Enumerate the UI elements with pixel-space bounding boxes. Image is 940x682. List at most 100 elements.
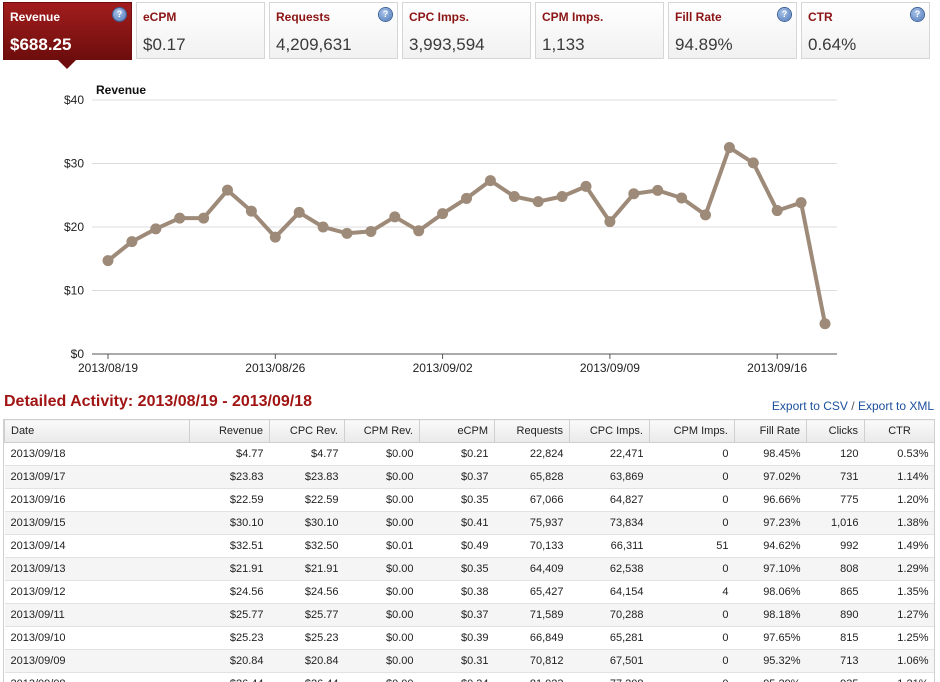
column-header-clicks[interactable]: Clicks (806, 419, 865, 443)
metric-value: $688.25 (10, 35, 72, 54)
table-cell: $0.37 (419, 465, 495, 489)
table-cell: 775 (806, 488, 865, 512)
data-point (747, 157, 759, 169)
metric-label: CPM Imps. (542, 10, 604, 24)
table-cell: $21.91 (189, 557, 270, 581)
metric-label: CTR (808, 10, 833, 24)
data-point (365, 225, 377, 237)
table-row: 2013/09/16 $22.59 $22.59 $0.00 $0.35 67,066 64… (4, 488, 934, 512)
table-cell: $0.00 (344, 511, 420, 535)
table-cell: 70,133 (494, 534, 570, 558)
metric-tile-requests[interactable]: Requests 4,209,631? (269, 2, 398, 59)
table-row: 2013/09/08$26.44$26.44$0.00$0.3481,02377… (4, 672, 934, 682)
table-cell: 1.14% (864, 465, 934, 489)
metric-label: Requests (276, 10, 331, 24)
table-cell: 81,023 (494, 672, 570, 682)
table-cell: 73,834 (569, 511, 650, 535)
table-cell: $0.41 (419, 511, 495, 535)
table-cell: 120 (806, 442, 865, 466)
table-cell: 63,869 (569, 465, 650, 489)
table-cell: $24.56 (269, 580, 345, 604)
table-cell: 75,937 (494, 511, 570, 535)
table-cell: 95.32% (734, 649, 807, 673)
activity-table: Date Revenue CPC Rev. CPM Rev. eCPM Requests C… (4, 419, 934, 682)
data-point (795, 197, 807, 209)
table-cell: 0 (649, 465, 735, 489)
table-cell: 2013/09/12 (4, 580, 190, 604)
metric-tile-cpc-imps[interactable]: CPC Imps. 3,993,594 (402, 2, 531, 59)
column-header-ctr[interactable]: CTR (864, 419, 934, 443)
table-cell: 2013/09/17 (4, 465, 190, 489)
column-header-cpm-imps[interactable]: CPM Imps. (649, 419, 735, 443)
table-row: 2013/09/12 $24.56 $24.56 $0.00 $0.38 65,427 64… (4, 580, 934, 604)
metric-tile-ctr[interactable]: CTR 0.64%? (801, 2, 930, 59)
table-cell: $0.49 (419, 534, 495, 558)
help-icon[interactable]: ? (911, 8, 924, 21)
table-cell: $0.00 (344, 488, 420, 512)
export-xml-link[interactable]: Export to XML (857, 399, 934, 413)
table-cell: 67,066 (494, 488, 570, 512)
metric-tile-cpm-imps[interactable]: CPM Imps. 1,133 (535, 2, 664, 59)
export-links: Export to CSV / Export to XML (772, 399, 934, 413)
activity-table-container[interactable]: Date Revenue CPC Rev. CPM Rev. eCPM Requests C… (3, 419, 935, 682)
table-cell: 1.35% (864, 580, 934, 604)
data-point (461, 192, 472, 204)
data-point (198, 212, 210, 224)
column-header-cpc-imps[interactable]: CPC Imps. (569, 419, 650, 443)
y-tick-label: $10 (64, 284, 84, 298)
table-cell: 731 (806, 465, 865, 489)
table-row: 2013/09/17 $23.83 $23.83 $0.00 $0.37 65,828 63… (4, 465, 934, 489)
help-icon[interactable]: ? (113, 8, 126, 21)
table-cell: 64,827 (569, 488, 650, 512)
table-cell: $20.84 (269, 649, 345, 673)
column-header-fill-rate[interactable]: Fill Rate (734, 419, 807, 443)
table-cell: 0 (649, 511, 735, 535)
data-point (628, 188, 640, 200)
y-tick-label: $30 (64, 157, 84, 171)
column-header-revenue[interactable]: Revenue (189, 419, 270, 443)
table-cell: 77,208 (569, 672, 650, 682)
export-csv-link[interactable]: Export to CSV (771, 399, 848, 413)
table-cell: $0.00 (344, 626, 420, 650)
help-icon[interactable]: ? (379, 8, 392, 21)
table-cell: $24.56 (189, 580, 270, 604)
table-cell: $25.23 (189, 626, 270, 650)
metric-tile-fill-rate[interactable]: Fill Rate 94.89%? (668, 2, 797, 59)
revenue-chart: $0 $10 $20 $30 $40 2013/08/19 2013/08/26 2013/0… (64, 83, 837, 375)
data-point (437, 208, 449, 220)
help-icon[interactable]: ? (778, 8, 791, 21)
table-cell: 65,427 (494, 580, 570, 604)
data-point (580, 180, 592, 192)
column-header-requests[interactable]: Requests (494, 419, 570, 443)
table-cell: 1.20% (864, 488, 934, 512)
column-header-cpc-rev[interactable]: CPC Rev. (269, 419, 345, 443)
table-row: 2013/09/18 $4.77 $4.77 $0.00 $0.21 22,824 22,4… (4, 442, 934, 466)
data-point (700, 209, 711, 221)
data-point (126, 236, 138, 248)
metric-value: $0.17 (143, 35, 186, 54)
metric-value: 94.89% (675, 35, 733, 54)
table-cell: $23.83 (189, 465, 270, 489)
table-cell: $21.91 (269, 557, 345, 581)
table-cell: 98.06% (734, 580, 807, 604)
table-cell: 1.21% (864, 672, 934, 682)
metric-tile-revenue[interactable]: Revenue $688.25? (3, 2, 132, 69)
column-header-date[interactable]: Date (4, 419, 190, 443)
table-cell: 2013/09/10 (4, 626, 190, 650)
metric-value: 1,133 (542, 35, 585, 54)
metric-tile-ecpm[interactable]: eCPM $0.17 (136, 2, 265, 59)
table-cell: 1.49% (864, 534, 934, 558)
table-header-row: Date Revenue CPC Rev. CPM Rev. eCPM Requests C… (4, 419, 934, 443)
table-cell: 2013/09/09 (4, 649, 190, 673)
column-header-cpm-rev[interactable]: CPM Rev. (344, 419, 420, 443)
table-cell: 0 (649, 672, 735, 682)
revenue-series-line (106, 145, 827, 325)
data-point (652, 184, 664, 196)
x-tick-label: 2013/09/16 (747, 361, 807, 375)
table-cell: 2013/09/11 (4, 603, 190, 627)
table-row: 2013/09/13 $21.91 $21.91 $0.00 $0.35 64,409 62… (4, 557, 934, 581)
table-cell: 97.65% (734, 626, 807, 650)
data-point (771, 205, 783, 217)
column-header-ecpm[interactable]: eCPM (419, 419, 495, 443)
data-point (317, 221, 329, 233)
